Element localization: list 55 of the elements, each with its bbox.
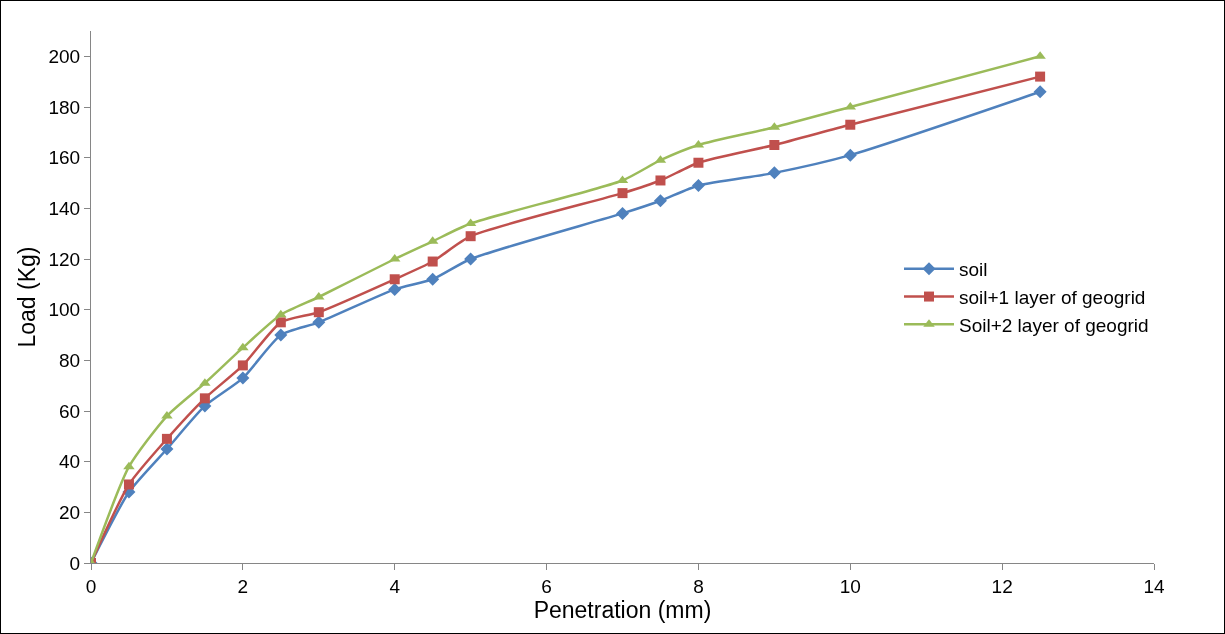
y-tick-label: 20 — [59, 501, 81, 523]
point — [123, 461, 135, 470]
point — [693, 157, 704, 168]
point — [464, 252, 478, 266]
point — [617, 188, 628, 199]
point — [275, 317, 286, 328]
point — [426, 272, 440, 286]
point — [767, 166, 781, 180]
legend-label: Soil+2 layer of geogrid — [959, 314, 1149, 336]
point — [313, 307, 324, 318]
y-axis-title: Load (Kg) — [14, 246, 40, 348]
x-tick-label: 10 — [839, 575, 861, 597]
point — [845, 119, 856, 130]
x-tick-label: 8 — [693, 575, 704, 597]
point — [655, 175, 666, 186]
point — [1035, 71, 1046, 82]
point — [237, 360, 248, 371]
point — [236, 371, 250, 385]
point — [161, 433, 172, 444]
y-tick-label: 60 — [59, 400, 81, 422]
y-tick-label: 120 — [48, 248, 81, 270]
point — [237, 342, 249, 351]
x-tick-label: 6 — [541, 575, 552, 597]
point — [312, 315, 326, 329]
point — [275, 309, 287, 318]
x-tick-label: 14 — [1143, 575, 1165, 597]
y-tick-label: 40 — [59, 451, 81, 473]
y-tick-label: 140 — [48, 197, 81, 219]
x-axis-title: Penetration (mm) — [533, 596, 712, 623]
y-tick-label: 200 — [48, 45, 81, 67]
y-tick-label: 180 — [48, 96, 81, 118]
y-tick-label: 160 — [48, 147, 81, 169]
point — [616, 206, 629, 220]
point — [653, 194, 667, 208]
point — [199, 393, 210, 404]
point — [465, 231, 476, 242]
y-tick-label: 0 — [69, 552, 81, 574]
x-tick-label: 2 — [237, 575, 249, 597]
point — [274, 328, 288, 342]
y-tick-label: 80 — [59, 349, 81, 371]
x-tick-label: 0 — [85, 575, 97, 597]
x-tick-label: 12 — [991, 575, 1013, 597]
y-tick-label: 100 — [48, 299, 81, 321]
point — [123, 479, 134, 490]
point — [843, 148, 857, 162]
point — [1033, 85, 1047, 99]
point — [427, 256, 438, 267]
legend-label: soil+1 layer of geogrid — [959, 286, 1146, 308]
legend-label: soil — [959, 259, 988, 281]
point — [389, 274, 400, 285]
point — [769, 140, 780, 150]
point — [160, 442, 174, 456]
x-tick-label: 4 — [389, 575, 401, 597]
point — [691, 179, 705, 193]
point — [388, 282, 402, 296]
